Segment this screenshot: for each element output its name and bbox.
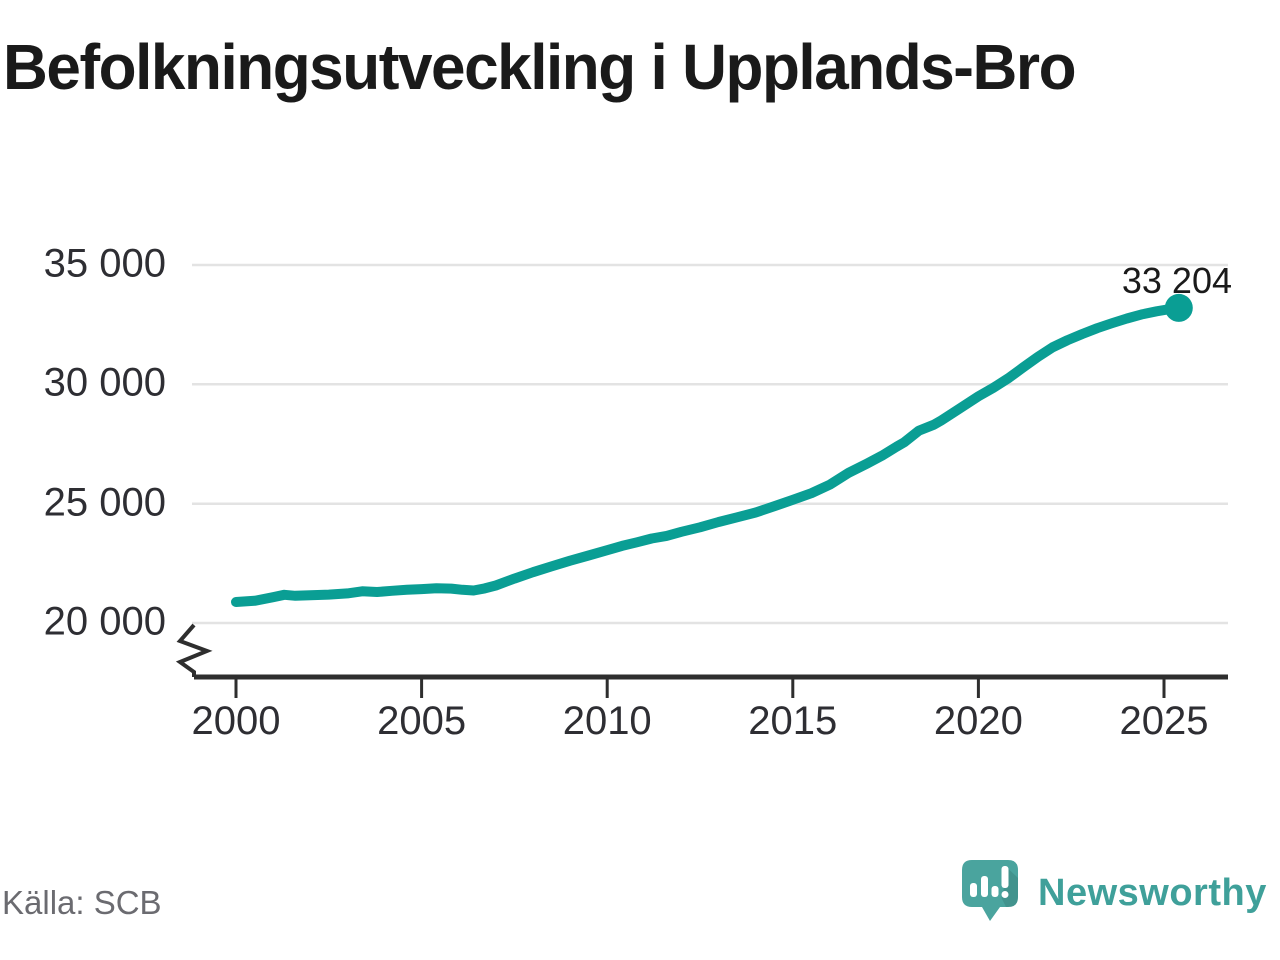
end-point-dot xyxy=(1164,293,1193,322)
axis-break-zigzag xyxy=(175,623,213,677)
source-label: Källa: SCB xyxy=(2,884,162,921)
bar-chart-bar-3 xyxy=(991,886,999,897)
exclamation-bar xyxy=(1001,866,1009,888)
bar-chart-bar-2 xyxy=(981,876,988,897)
newsworthy-logo-icon xyxy=(962,860,1018,921)
end-value-label: 33 204 xyxy=(1121,260,1232,301)
bar-chart-bar-1 xyxy=(970,883,977,897)
exclamation-dot xyxy=(1001,891,1009,898)
page-title: Befolkningsutveckling i Upplands-Bro xyxy=(3,31,1077,103)
series-line xyxy=(231,302,1184,607)
brand-wordmark: Newsworthy xyxy=(1038,872,1267,914)
